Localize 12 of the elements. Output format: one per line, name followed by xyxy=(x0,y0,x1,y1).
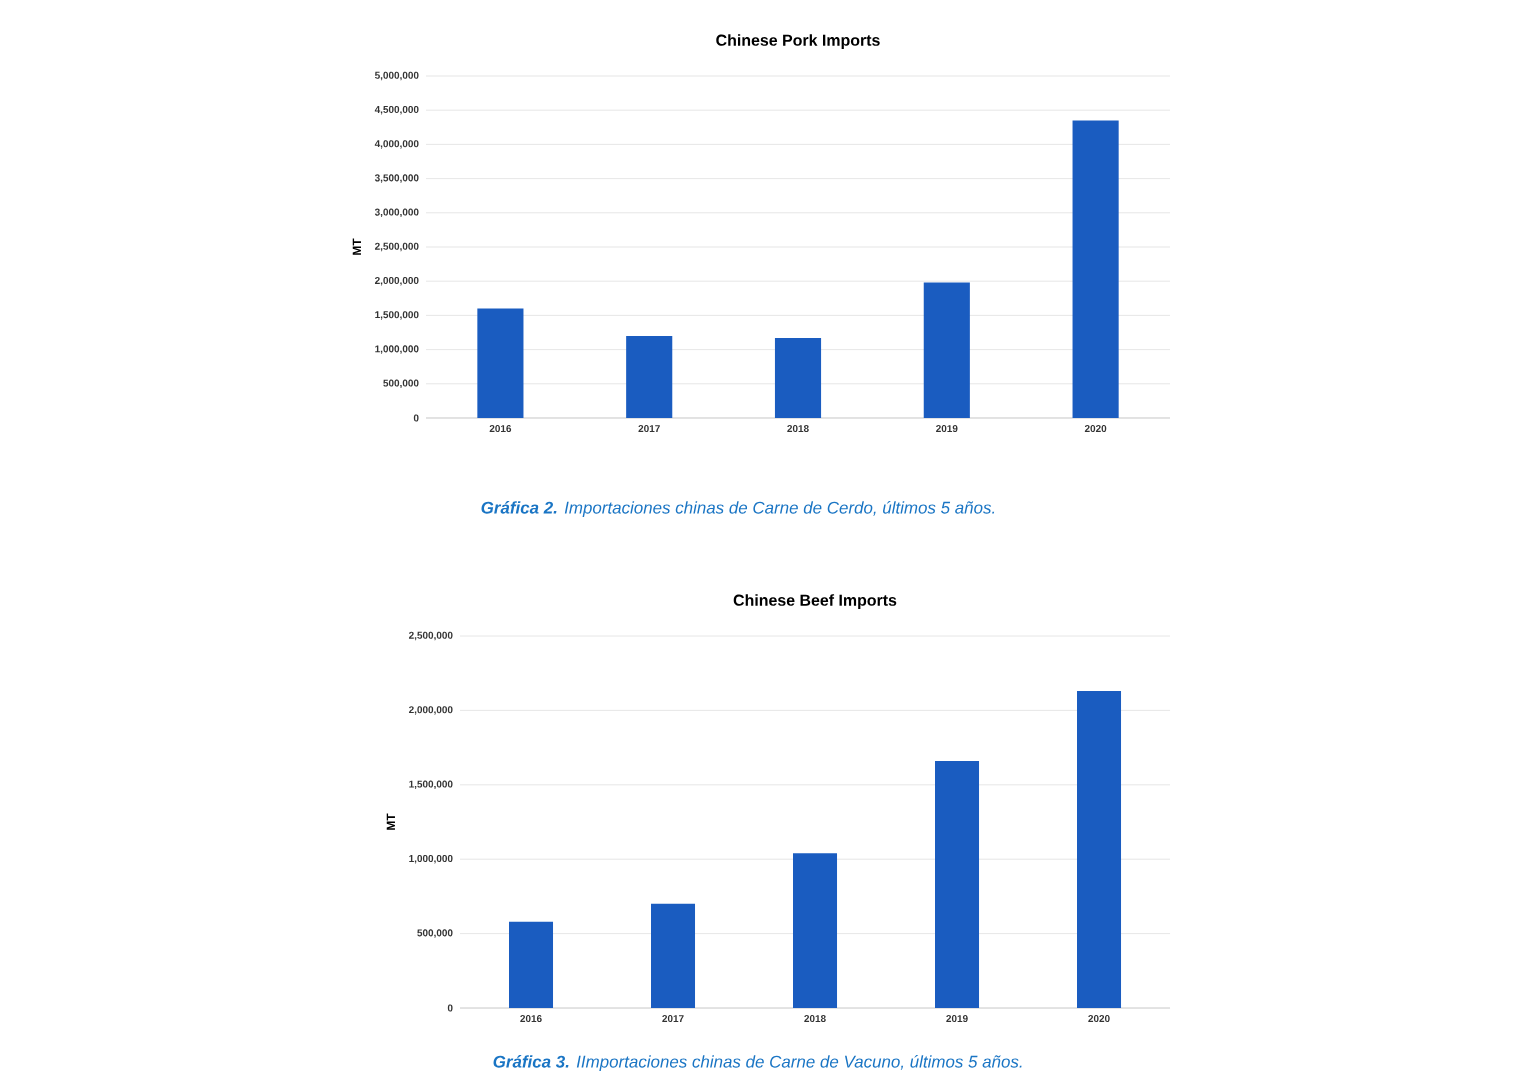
bar xyxy=(477,308,524,418)
text: Gráfica 2. Importaciones chinas de Carne de Cerdo, últimos 5 años. xyxy=(481,501,995,517)
text: Gráfica 3. IImportaciones chinas de Carne de Vacuno, últimos 5 años. xyxy=(493,1055,1022,1072)
bar xyxy=(651,903,696,1008)
bar xyxy=(509,921,554,1008)
bar xyxy=(923,282,970,418)
bar xyxy=(1072,120,1119,418)
bar xyxy=(1077,691,1122,1008)
bar xyxy=(793,853,838,1008)
bar xyxy=(774,337,822,418)
bar xyxy=(935,760,980,1008)
bar xyxy=(626,335,673,418)
